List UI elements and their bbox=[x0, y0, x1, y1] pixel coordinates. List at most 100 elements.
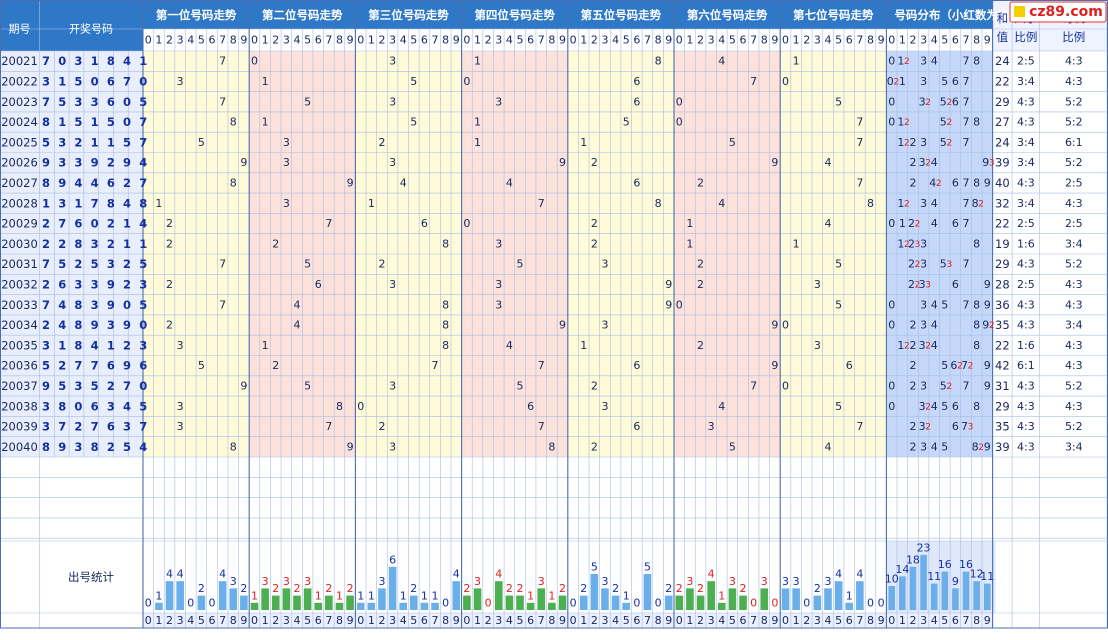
group-borders bbox=[142, 0, 994, 628]
digit-footer-7: 7 bbox=[538, 614, 545, 627]
period-header: 期号 bbox=[9, 23, 31, 36]
winning-number-cell: 8 9 4 4 6 2 7 bbox=[42, 176, 149, 190]
distribution-mark: 3 bbox=[920, 258, 927, 271]
distribution-stat-bar bbox=[930, 583, 938, 610]
digit-footer-5: 5 bbox=[517, 614, 524, 627]
digit-header-4: 4 bbox=[612, 34, 619, 47]
ratio2-cell: 5:2 bbox=[1065, 95, 1083, 108]
stat-count-pos7: 3 bbox=[824, 575, 831, 588]
stat-bar-pos4 bbox=[558, 595, 567, 610]
digit-footer-1: 1 bbox=[899, 614, 906, 627]
digit-header-0: 0 bbox=[782, 34, 789, 47]
digit-footer-8: 8 bbox=[655, 614, 662, 627]
digit-header-2: 2 bbox=[803, 34, 810, 47]
stat-count-pos5: 2 bbox=[580, 582, 587, 595]
digit-footer-7: 7 bbox=[219, 614, 226, 627]
digit-footer-6: 6 bbox=[633, 614, 640, 627]
stat-bar-pos4 bbox=[494, 581, 503, 610]
stat-count-pos2: 2 bbox=[272, 582, 279, 595]
distribution-mark: 7 bbox=[963, 298, 970, 311]
digit-footer-0: 0 bbox=[145, 614, 152, 627]
trend-mark-pos3: 5 bbox=[410, 75, 417, 88]
distribution-stat-count: 12 bbox=[970, 568, 984, 581]
digit-footer-6: 6 bbox=[421, 614, 428, 627]
stat-bar-pos1 bbox=[155, 602, 163, 610]
stat-bar-pos2 bbox=[250, 602, 259, 610]
trend-mark-pos4: 0 bbox=[463, 75, 470, 88]
digit-header-1: 1 bbox=[262, 34, 269, 47]
ratio2-cell: 3:4 bbox=[1065, 237, 1083, 250]
sum-cell: 28 bbox=[995, 277, 1010, 291]
period-cell: 20039 bbox=[1, 420, 38, 434]
digit-header-6: 6 bbox=[740, 34, 747, 47]
distribution-dup-count: 2 bbox=[946, 138, 952, 148]
digit-footer-2: 2 bbox=[909, 614, 916, 627]
stat-bar-pos2 bbox=[325, 595, 333, 610]
trend-mark-pos4: 6 bbox=[527, 400, 534, 413]
digit-footer-6: 6 bbox=[740, 614, 747, 627]
digit-header-1: 1 bbox=[686, 34, 693, 47]
distribution-mark: 2 bbox=[909, 339, 916, 352]
distribution-mark: 2 bbox=[909, 319, 916, 332]
trend-mark-pos3: 6 bbox=[421, 217, 428, 230]
trend-mark-pos5: 6 bbox=[633, 359, 640, 372]
distribution-mark: 4 bbox=[929, 176, 936, 189]
ratio1-cell: 4:3 bbox=[1017, 95, 1035, 108]
stat-bar-pos7 bbox=[792, 588, 800, 610]
sum_label-header: 和 bbox=[997, 11, 1009, 25]
stat-bar-pos1 bbox=[165, 581, 174, 610]
digit-header-7: 7 bbox=[538, 34, 545, 47]
distribution-mark: 0 bbox=[888, 95, 895, 108]
trend-mark-pos4: 9 bbox=[559, 156, 566, 169]
digit-footer-7: 7 bbox=[856, 614, 863, 627]
distribution-stat-count: 16 bbox=[959, 558, 973, 571]
trend-mark-pos7: 5 bbox=[835, 258, 842, 271]
trend-mark-pos5: 1 bbox=[580, 339, 587, 352]
trend-mark-pos4: 5 bbox=[517, 379, 524, 392]
digit-header-9: 9 bbox=[347, 34, 354, 47]
sum_label-header: 值 bbox=[997, 30, 1009, 44]
cz89-logo-box bbox=[1009, 1, 1107, 23]
distribution-dup-count: 2 bbox=[904, 199, 910, 209]
trend-mark-pos7: 0 bbox=[782, 319, 789, 332]
stat-count-pos2: 3 bbox=[304, 575, 311, 588]
trend-mark-pos1: 3 bbox=[177, 75, 184, 88]
left-columns-bg bbox=[0, 0, 143, 457]
distribution-mark: 1 bbox=[897, 197, 904, 210]
digit-footer-0: 0 bbox=[570, 614, 577, 627]
stat-count-pos7: 4 bbox=[835, 568, 842, 581]
digit-header-5: 5 bbox=[623, 34, 630, 47]
period-cell: 20029 bbox=[1, 217, 38, 231]
digit-header-4: 4 bbox=[931, 34, 938, 47]
ratio1-cell: 2:5 bbox=[1017, 217, 1035, 230]
ratio1-cell: 3:4 bbox=[1017, 156, 1035, 169]
distribution-mark: 6 bbox=[952, 95, 959, 108]
digit-header-4: 4 bbox=[824, 34, 831, 47]
ratio2-cell: 4:3 bbox=[1065, 298, 1083, 311]
trend-mark-pos2: 9 bbox=[347, 176, 354, 189]
digit-header-7: 7 bbox=[644, 34, 651, 47]
digit-header-2: 2 bbox=[166, 34, 173, 47]
distribution-mark: 3 bbox=[920, 75, 927, 88]
stat-count-pos6: 1 bbox=[718, 589, 725, 602]
digit-footer-0: 0 bbox=[888, 614, 895, 627]
trend-mark-pos4: 7 bbox=[538, 197, 545, 210]
stat-count-pos6: 4 bbox=[708, 568, 715, 581]
stat-bar-pos6 bbox=[696, 595, 705, 610]
stat-count-pos5: 0 bbox=[655, 597, 662, 610]
ratio2-cell: 5:2 bbox=[1065, 156, 1083, 169]
sum-cell: 19 bbox=[995, 237, 1010, 251]
stat-count-pos6: 2 bbox=[676, 582, 683, 595]
stat-count-pos4: 2 bbox=[517, 582, 524, 595]
trend-mark-pos2: 1 bbox=[262, 116, 269, 129]
digit-header-2: 2 bbox=[591, 34, 598, 47]
distribution-mark: 7 bbox=[963, 116, 970, 129]
digit-header-5: 5 bbox=[835, 34, 842, 47]
digit-footer-6: 6 bbox=[209, 614, 216, 627]
distribution-mark: 7 bbox=[963, 136, 970, 149]
distribution-dup-count: 2 bbox=[936, 179, 942, 189]
distribution-mark: 3 bbox=[920, 319, 927, 332]
trend-mark-pos2: 4 bbox=[293, 319, 300, 332]
digit-footer-8: 8 bbox=[548, 614, 555, 627]
trend-mark-pos6: 0 bbox=[676, 298, 683, 311]
